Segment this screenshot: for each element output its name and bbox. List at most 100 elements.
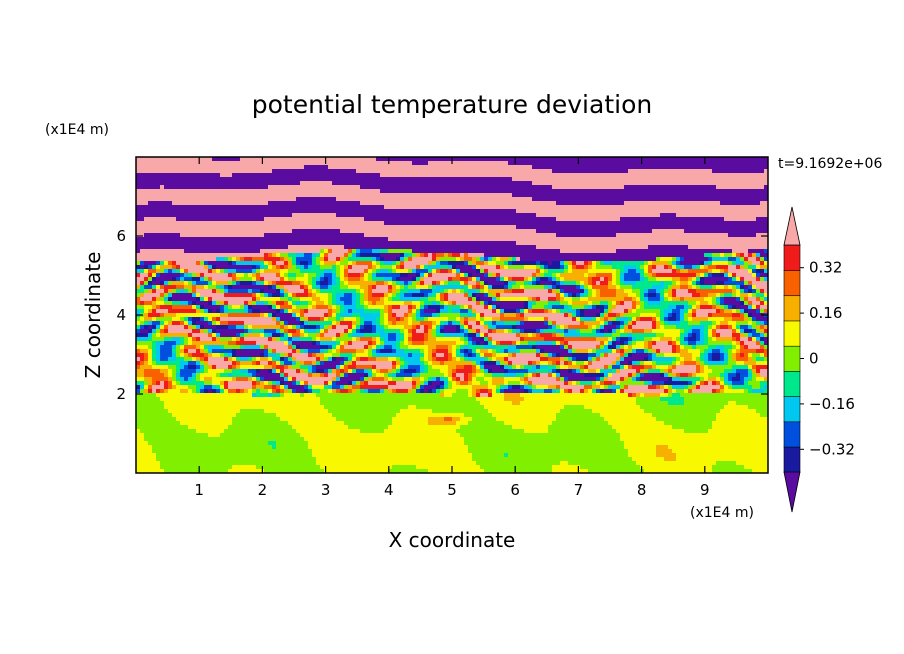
field-cell (220, 185, 225, 190)
field-cell (328, 249, 333, 254)
field-cell (364, 173, 369, 178)
field-cell (304, 233, 309, 238)
field-cell (464, 177, 469, 182)
field-cell (696, 201, 701, 206)
field-cell (296, 165, 301, 170)
field-cell (316, 265, 321, 270)
field-cell (444, 225, 449, 230)
field-cell (636, 237, 641, 242)
field-cell (448, 241, 453, 246)
field-cell (564, 177, 569, 182)
field-cell (472, 217, 477, 222)
field-cell (588, 245, 593, 250)
field-cell (372, 233, 377, 238)
field-cell (412, 205, 417, 210)
field-cell (692, 181, 697, 186)
field-cell (608, 261, 613, 266)
field-cell (180, 253, 185, 258)
field-cell (356, 273, 361, 278)
field-cell (372, 249, 377, 254)
field-cell (272, 281, 277, 286)
field-cell (620, 193, 625, 198)
field-cell (180, 157, 185, 162)
field-cell (208, 189, 213, 194)
field-cell (284, 245, 289, 250)
field-cell (484, 225, 489, 230)
field-cell (344, 281, 349, 286)
field-cell (616, 249, 621, 254)
field-cell (752, 249, 757, 254)
field-cell (168, 241, 173, 246)
field-cell (592, 245, 597, 250)
field-cell (496, 253, 501, 258)
field-cell (416, 221, 421, 226)
field-cell (212, 217, 217, 222)
field-cell (440, 157, 445, 162)
field-cell (296, 197, 301, 202)
field-cell (448, 157, 453, 162)
field-cell (376, 165, 381, 170)
field-cell (168, 181, 173, 186)
field-cell (400, 177, 405, 182)
field-cell (228, 185, 233, 190)
field-cell (512, 249, 517, 254)
field-cell (372, 277, 377, 282)
field-cell (268, 181, 273, 186)
field-cell (716, 173, 721, 178)
field-cell (500, 157, 505, 162)
field-cell (504, 213, 509, 218)
field-cell (756, 237, 761, 242)
field-cell (136, 233, 141, 238)
field-cell (236, 277, 241, 282)
field-cell (472, 169, 477, 174)
field-cell (632, 193, 637, 198)
field-cell (664, 201, 669, 206)
field-cell (260, 269, 265, 274)
field-cell (716, 253, 721, 258)
field-cell (640, 225, 645, 230)
field-cell (528, 157, 533, 162)
field-cell (584, 217, 589, 222)
field-cell (568, 217, 573, 222)
field-cell (328, 157, 333, 162)
field-cell (700, 265, 705, 270)
field-cell (424, 173, 429, 178)
field-cell (568, 237, 573, 242)
field-cell (464, 257, 469, 262)
field-cell (344, 165, 349, 170)
field-cell (720, 217, 725, 222)
field-cell (416, 201, 421, 206)
field-cell (332, 253, 337, 258)
field-cell (596, 241, 601, 246)
field-cell (468, 173, 473, 178)
field-cell (648, 277, 653, 282)
field-cell (748, 181, 753, 186)
field-cell (568, 165, 573, 170)
field-cell (336, 185, 341, 190)
field-cell (320, 169, 325, 174)
field-cell (140, 221, 145, 226)
field-cell (284, 273, 289, 278)
field-cell (320, 237, 325, 242)
field-cell (716, 209, 721, 214)
field-cell (664, 261, 669, 266)
field-cell (280, 257, 285, 262)
field-cell (684, 217, 689, 222)
field-cell (456, 217, 461, 222)
field-cell (196, 221, 201, 226)
field-cell (460, 265, 465, 270)
field-cell (688, 165, 693, 170)
field-cell (636, 277, 641, 282)
field-cell (316, 165, 321, 170)
field-cell (388, 185, 393, 190)
field-cell (404, 213, 409, 218)
field-cell (684, 189, 689, 194)
field-cell (732, 277, 737, 282)
field-cell (180, 241, 185, 246)
field-cell (292, 201, 297, 206)
field-cell (504, 269, 509, 274)
field-cell (408, 205, 413, 210)
field-cell (608, 193, 613, 198)
field-cell (612, 161, 617, 166)
field-cell (316, 273, 321, 278)
